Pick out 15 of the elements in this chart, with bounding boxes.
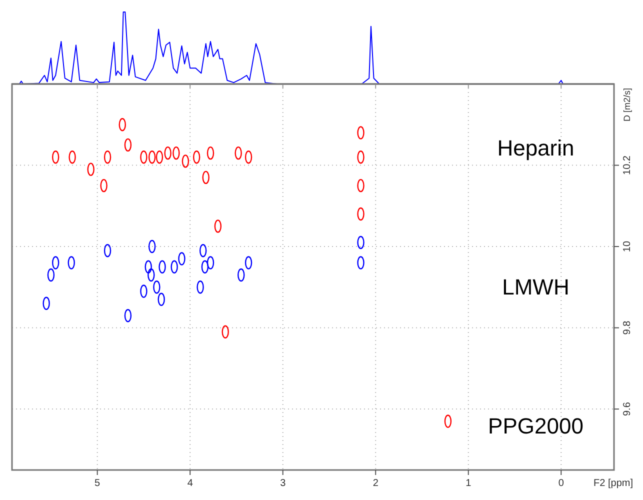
y-tick-label: 9.8 [622, 320, 633, 335]
x-tick-label: 5 [94, 478, 101, 489]
x-tick-label: 1 [466, 478, 472, 489]
x-axis-title: F2 [ppm] [594, 478, 634, 489]
annotation: PPG2000 [488, 413, 584, 438]
annotation: LMWH [502, 274, 570, 300]
y-tick-label: 10 [622, 240, 633, 252]
x-tick-label: 2 [372, 478, 379, 489]
x-tick-label: 0 [558, 478, 564, 489]
annotation: Heparin [497, 135, 574, 160]
y-tick-label: 10.2 [622, 155, 633, 175]
y-axis-title: D [m2/s] [622, 88, 632, 122]
y-tick-label: 9.6 [622, 402, 633, 416]
x-tick-label: 3 [280, 478, 286, 489]
x-tick-label: 4 [187, 478, 194, 489]
